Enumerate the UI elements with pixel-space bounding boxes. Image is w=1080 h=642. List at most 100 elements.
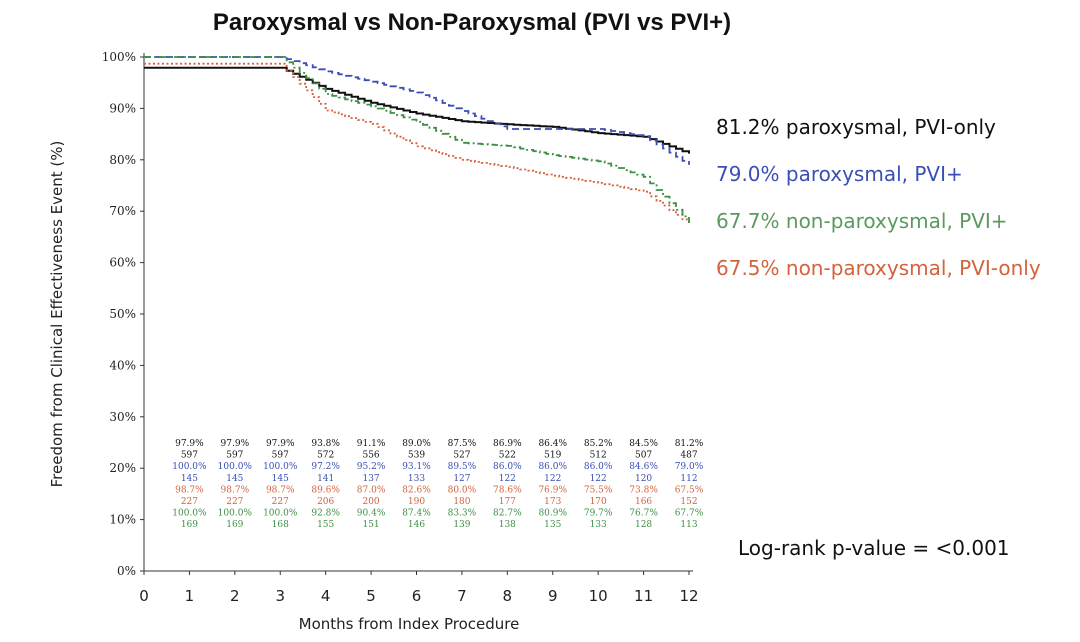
risk-table-pct: 86.0% [493, 462, 522, 472]
series-line-paroxysmal-pvi-only [144, 66, 690, 154]
risk-table-pct: 98.7% [175, 485, 204, 495]
risk-table-count: 135 [544, 520, 561, 530]
risk-table-count: 512 [590, 451, 607, 461]
risk-table-count: 597 [181, 451, 198, 461]
risk-table-pct: 100.0% [218, 509, 253, 519]
risk-table-pct: 87.5% [448, 439, 477, 449]
x-tick-label: 4 [321, 587, 331, 605]
risk-table-count: 527 [453, 451, 470, 461]
risk-table-count: 113 [680, 520, 697, 530]
risk-table-count: 572 [317, 451, 334, 461]
risk-table-pct: 100.0% [172, 509, 207, 519]
y-tick-label: 70% [109, 204, 136, 218]
risk-table-pct: 90.4% [357, 509, 386, 519]
axes: 0%10%20%30%40%50%60%70%80%90%100%0 1 2 3 4 5 6… [102, 50, 699, 605]
x-tick-label: 2 [230, 587, 240, 605]
x-tick-label: 6 [412, 587, 422, 605]
risk-table-count: 507 [635, 451, 652, 461]
risk-table-pct: 82.6% [402, 485, 431, 495]
x-tick-label: 5 [366, 587, 376, 605]
y-tick-label: 30% [109, 410, 136, 424]
risk-table-pct: 86.9% [493, 439, 522, 449]
series-line-paroxysmal-pvi [144, 56, 690, 165]
risk-table-count: 127 [453, 474, 470, 484]
risk-table-count: 227 [226, 497, 243, 507]
risk-table-count: 166 [635, 497, 652, 507]
risk-table-pct: 78.6% [493, 485, 522, 495]
risk-table-count: 141 [317, 474, 334, 484]
risk-table-count: 597 [226, 451, 243, 461]
legend-entry: 81.2% paroxysmal, PVI-only [716, 115, 996, 139]
risk-table-pct: 89.5% [448, 462, 477, 472]
risk-table-pct: 73.8% [629, 485, 658, 495]
risk-table-pct: 97.9% [175, 439, 204, 449]
risk-table-count: 597 [272, 451, 289, 461]
risk-table-count: 170 [590, 497, 607, 507]
y-tick-label: 100% [102, 50, 136, 64]
risk-table-count: 173 [544, 497, 561, 507]
risk-table-count: 146 [408, 520, 425, 530]
risk-table-pct: 76.9% [538, 485, 567, 495]
y-tick-label: 50% [109, 307, 136, 321]
risk-table-pct: 76.7% [629, 509, 658, 519]
x-tick-label: 10 [589, 587, 608, 605]
risk-table-count: 556 [362, 451, 379, 461]
risk-table-pct: 85.2% [584, 439, 613, 449]
y-tick-label: 80% [109, 153, 136, 167]
risk-table-count: 169 [181, 520, 198, 530]
risk-table-count: 145 [181, 474, 198, 484]
risk-table-count: 487 [680, 451, 697, 461]
y-tick-label: 40% [109, 358, 136, 372]
legend-entry: 67.5% non-paroxysmal, PVI-only [716, 256, 1041, 280]
risk-table-pct: 84.6% [629, 462, 658, 472]
risk-table-count: 133 [408, 474, 425, 484]
legend-entry: 79.0% paroxysmal, PVI+ [716, 162, 963, 186]
risk-table-pct: 79.7% [584, 509, 613, 519]
risk-table-pct: 86.0% [538, 462, 567, 472]
risk-table-pct: 93.1% [402, 462, 431, 472]
risk-table-pct: 100.0% [172, 462, 207, 472]
risk-table-pct: 97.9% [266, 439, 295, 449]
x-tick-label: 12 [679, 587, 698, 605]
risk-table-pct: 86.4% [538, 439, 567, 449]
y-tick-label: 20% [109, 461, 136, 475]
risk-table-pct: 93.8% [311, 439, 340, 449]
risk-table-pct: 79.0% [675, 462, 704, 472]
risk-table-count: 519 [544, 451, 561, 461]
risk-table-pct: 100.0% [263, 509, 298, 519]
risk-table-count: 133 [590, 520, 607, 530]
risk-table-count: 138 [499, 520, 516, 530]
risk-table-pct: 89.0% [402, 439, 431, 449]
risk-table-pct: 67.7% [675, 509, 704, 519]
risk-table-count: 122 [590, 474, 607, 484]
risk-table-count: 177 [499, 497, 516, 507]
risk-table-count: 227 [181, 497, 198, 507]
risk-table-count: 155 [317, 520, 334, 530]
x-tick-label: 9 [548, 587, 558, 605]
series-lines [144, 56, 690, 224]
risk-table-pct: 75.5% [584, 485, 613, 495]
risk-table-count: 200 [362, 497, 379, 507]
risk-table-count: 168 [272, 520, 289, 530]
risk-table-pct: 67.5% [675, 485, 704, 495]
risk-table-pct: 84.5% [629, 439, 658, 449]
risk-table-pct: 80.0% [448, 485, 477, 495]
legend-entry: 67.7% non-paroxysmal, PVI+ [716, 209, 1008, 233]
legend: 81.2% paroxysmal, PVI-only 79.0% paroxysm… [716, 115, 1041, 280]
x-tick-label: 8 [503, 587, 513, 605]
risk-table-count: 522 [499, 451, 516, 461]
risk-table-count: 122 [499, 474, 516, 484]
risk-table-count: 139 [453, 520, 470, 530]
x-tick-label: 3 [275, 587, 285, 605]
risk-table-pct: 82.7% [493, 509, 522, 519]
risk-table-pct: 89.6% [311, 485, 340, 495]
risk-table-pct: 97.9% [221, 439, 250, 449]
risk-table-pct: 86.0% [584, 462, 613, 472]
risk-table-count: 145 [226, 474, 243, 484]
chart-title: Paroxysmal vs Non-Paroxysmal (PVI vs PVI… [213, 9, 731, 36]
risk-table-count: 122 [544, 474, 561, 484]
risk-table-pct: 87.4% [402, 509, 431, 519]
risk-table-count: 180 [453, 497, 470, 507]
risk-table-count: 145 [272, 474, 289, 484]
